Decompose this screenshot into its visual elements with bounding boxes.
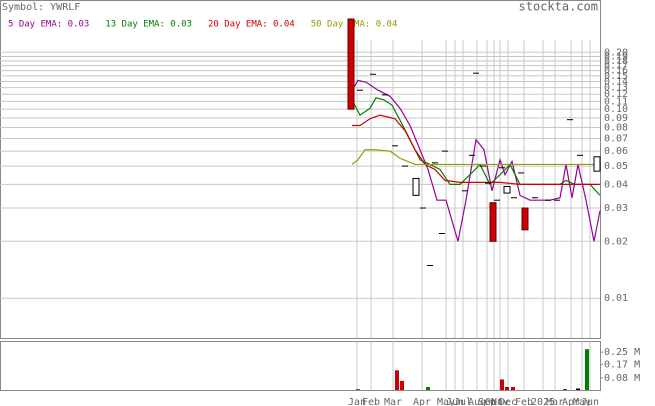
price-frame <box>0 0 601 339</box>
x-tick-label: Jan <box>348 397 366 406</box>
chart-title: Symbol: YWRLF <box>2 2 80 13</box>
x-tick-label: Mar <box>384 397 402 406</box>
x-tick-label: Nov <box>491 397 509 406</box>
volume-bar <box>400 380 404 390</box>
y-tick-label: 0.08 <box>604 122 628 133</box>
y-tick-label: 0.18 <box>604 56 628 67</box>
volume-bar <box>563 389 567 390</box>
y-tick-label: 0.10 <box>604 104 628 115</box>
y-tick-label: 0.01 <box>604 293 628 304</box>
x-tick-label: May <box>573 397 591 406</box>
x-tick-label: Oct <box>485 397 503 406</box>
ema-line <box>351 79 601 242</box>
legend-entry: 13 Day EMA: 0.03 <box>105 20 192 30</box>
y-tick-label: 0.20 <box>604 47 628 58</box>
ema-line <box>351 149 600 166</box>
legend-entry: 20 Day EMA: 0.04 <box>208 20 295 30</box>
volume-frame <box>0 341 601 391</box>
x-tick-label: Feb <box>515 397 533 406</box>
x-tick-label: Aug <box>468 397 486 406</box>
y-tick-label: 0.17 <box>604 61 628 72</box>
candle <box>412 177 420 196</box>
volume-bar <box>426 386 430 390</box>
y-tick-label: 0.12 <box>604 89 628 100</box>
y-tick-label: 0.03 <box>604 203 628 214</box>
candle <box>489 202 497 242</box>
candle <box>503 185 511 194</box>
y-tick-label: 0.06 <box>604 146 628 157</box>
volume-bar <box>585 349 589 390</box>
volume-bar <box>576 388 580 390</box>
x-tick-label: Feb <box>362 397 380 406</box>
y-tick-label: 0.02 <box>604 236 628 247</box>
x-tick-label: Apr <box>562 397 580 406</box>
y-tick-label: 0.05 <box>604 161 628 172</box>
y-tick-label: 0.16 <box>604 66 628 77</box>
volume-tick-label: 0.17 M <box>604 359 640 370</box>
candle <box>593 156 601 172</box>
y-tick-label: 0.04 <box>604 179 628 190</box>
volume-tick-label: 0.08 M <box>604 373 640 384</box>
volume-bar <box>356 389 360 390</box>
x-tick-label: Jul <box>454 397 472 406</box>
candle <box>521 207 529 231</box>
x-tick-label: Jun <box>446 397 464 406</box>
y-tick-label: 0.19 <box>604 51 628 62</box>
x-tick-label: Dec <box>499 397 517 406</box>
y-tick-label: 0.07 <box>604 133 628 144</box>
volume-bar <box>395 370 399 390</box>
x-tick-label: Jun <box>581 397 599 406</box>
ema-line <box>352 114 600 186</box>
candle <box>347 18 355 110</box>
x-tick-label: Mar <box>546 397 564 406</box>
x-tick-label: 2025 <box>531 397 555 406</box>
x-tick-label: May <box>437 397 455 406</box>
y-tick-label: 0.15 <box>604 71 628 82</box>
y-tick-label: 0.14 <box>604 77 628 88</box>
source: stockta.com <box>519 0 598 14</box>
y-tick-label: 0.11 <box>604 96 628 107</box>
volume-tick-label: 0.25 M <box>604 347 640 358</box>
volume-bar <box>500 379 504 390</box>
y-tick-label: 0.09 <box>604 113 628 124</box>
volume-bar <box>505 386 509 390</box>
x-tick-label: Sep <box>478 397 496 406</box>
legend-entry: 5 Day EMA: 0.03 <box>8 20 89 30</box>
y-tick-label: 0.13 <box>604 83 628 94</box>
x-tick-label: Apr <box>413 397 431 406</box>
volume-bar <box>511 386 515 390</box>
